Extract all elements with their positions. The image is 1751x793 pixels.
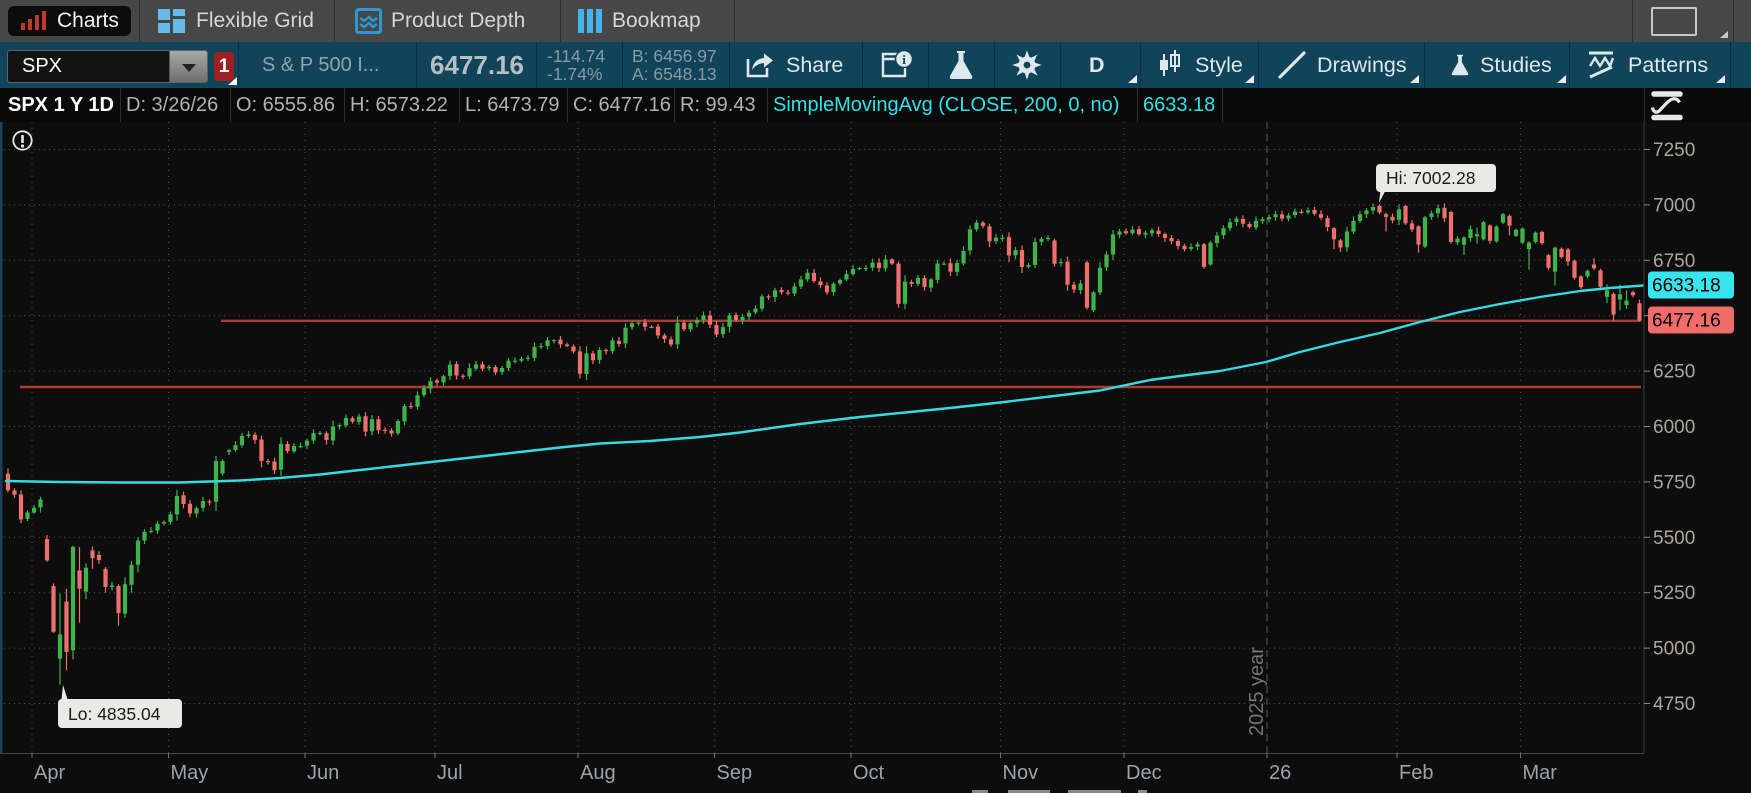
svg-text:4750: 4750 xyxy=(1653,694,1695,715)
svg-text:6750: 6750 xyxy=(1653,251,1695,272)
svg-text:Aug: Aug xyxy=(580,762,616,784)
svg-text:Dec: Dec xyxy=(1126,762,1162,784)
svg-text:Feb: Feb xyxy=(1399,762,1433,784)
svg-text:Mar: Mar xyxy=(1523,762,1558,784)
svg-text:Apr: Apr xyxy=(34,762,65,784)
svg-text:6633.18: 6633.18 xyxy=(1652,276,1721,297)
svg-text:Nov: Nov xyxy=(1003,762,1039,784)
svg-text:Jul: Jul xyxy=(437,762,463,784)
svg-text:6477.16: 6477.16 xyxy=(1652,311,1721,332)
svg-text:May: May xyxy=(171,762,209,784)
svg-text:5250: 5250 xyxy=(1653,583,1695,604)
svg-text:6000: 6000 xyxy=(1653,417,1695,438)
svg-text:Sep: Sep xyxy=(717,762,753,784)
svg-text:Oct: Oct xyxy=(853,762,885,784)
svg-text:7250: 7250 xyxy=(1653,140,1695,161)
svg-text:i: i xyxy=(902,52,906,67)
svg-text:5500: 5500 xyxy=(1653,528,1695,549)
svg-text:5000: 5000 xyxy=(1653,639,1695,660)
svg-text:Jun: Jun xyxy=(307,762,339,784)
svg-text:Lo: 4835.04: Lo: 4835.04 xyxy=(68,704,161,724)
svg-text:5750: 5750 xyxy=(1653,472,1695,493)
svg-text:Hi: 7002.28: Hi: 7002.28 xyxy=(1386,168,1476,188)
svg-text:2025 year: 2025 year xyxy=(1246,647,1268,736)
svg-text:6250: 6250 xyxy=(1653,362,1695,383)
svg-text:26: 26 xyxy=(1269,762,1291,784)
svg-text:7000: 7000 xyxy=(1653,195,1695,216)
